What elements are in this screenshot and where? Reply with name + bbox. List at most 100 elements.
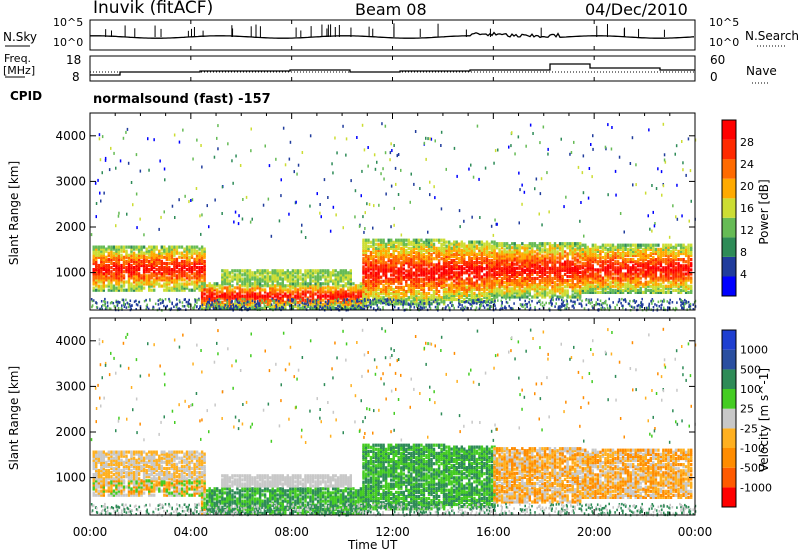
power-cell bbox=[150, 251, 153, 255]
power-cell bbox=[185, 268, 189, 272]
power-cell bbox=[543, 291, 547, 295]
power-cell bbox=[493, 260, 496, 264]
power-cell bbox=[173, 253, 176, 257]
power-cell bbox=[173, 266, 176, 270]
power-cell bbox=[286, 284, 289, 288]
power-cell bbox=[599, 253, 602, 258]
power-cell bbox=[448, 267, 451, 271]
power-cell bbox=[155, 282, 158, 286]
power-cell bbox=[200, 249, 204, 253]
power-cell bbox=[450, 258, 453, 263]
power-cell bbox=[117, 253, 121, 257]
power-cell bbox=[251, 302, 254, 306]
power-cell bbox=[427, 296, 431, 300]
power-cell bbox=[238, 271, 242, 275]
power-cell bbox=[170, 288, 174, 292]
power-cell bbox=[556, 274, 559, 279]
power-cell bbox=[495, 264, 499, 268]
power-cell bbox=[621, 274, 625, 278]
power-cell bbox=[637, 243, 640, 247]
power-cell bbox=[261, 277, 264, 281]
power-cell bbox=[223, 275, 226, 279]
power-cell bbox=[337, 286, 340, 290]
power-cell bbox=[281, 296, 284, 300]
power-cell bbox=[342, 306, 345, 310]
power-cell bbox=[599, 251, 602, 256]
power-cell bbox=[415, 238, 418, 242]
power-cell bbox=[311, 302, 315, 306]
power-cell bbox=[448, 289, 451, 293]
power-cell bbox=[425, 300, 428, 304]
power-cell bbox=[523, 258, 526, 262]
nave-tick-top: 60 bbox=[710, 53, 726, 67]
power-cell bbox=[684, 276, 688, 280]
power-cell bbox=[430, 294, 433, 298]
power-cell bbox=[372, 240, 375, 244]
power-cell bbox=[137, 274, 141, 278]
power-cell bbox=[245, 301, 247, 305]
power-cell bbox=[604, 251, 607, 256]
power-cell bbox=[271, 275, 274, 279]
power-cell bbox=[596, 247, 600, 251]
power-cell bbox=[672, 253, 675, 258]
power-cell bbox=[526, 274, 529, 279]
power-cell bbox=[516, 262, 519, 266]
power-cell bbox=[556, 252, 559, 256]
power-cell bbox=[609, 262, 612, 266]
power-cell bbox=[541, 270, 544, 274]
power-cell bbox=[299, 271, 302, 275]
power-cell bbox=[168, 268, 171, 272]
power-cell bbox=[344, 294, 347, 298]
power-cell bbox=[115, 261, 118, 266]
power-cell bbox=[397, 275, 400, 279]
power-cell bbox=[621, 276, 625, 280]
power-cell bbox=[364, 238, 368, 242]
power-cell bbox=[112, 286, 116, 290]
power-cell bbox=[529, 303, 532, 307]
power-cell bbox=[228, 282, 231, 286]
power-cell bbox=[387, 253, 390, 257]
power-cell bbox=[619, 266, 622, 270]
power-cell bbox=[536, 256, 539, 260]
power-cell bbox=[117, 274, 121, 278]
power-cell bbox=[390, 238, 393, 242]
power-cell bbox=[526, 256, 529, 260]
power-cell bbox=[470, 295, 473, 300]
power-cell bbox=[374, 298, 378, 302]
power-cell bbox=[647, 270, 650, 274]
power-cell bbox=[543, 256, 547, 260]
power-cell bbox=[127, 276, 131, 280]
power-cell bbox=[498, 272, 501, 276]
power-cell bbox=[500, 262, 504, 266]
power-cell bbox=[654, 270, 658, 274]
power-cell bbox=[523, 254, 526, 258]
power-cell bbox=[412, 238, 416, 242]
power-cell bbox=[508, 264, 511, 268]
power-cell bbox=[420, 267, 423, 271]
power-cell bbox=[122, 276, 126, 280]
power-cell bbox=[576, 279, 579, 283]
power-cell bbox=[405, 294, 408, 298]
power-cell bbox=[379, 279, 383, 283]
power-cell bbox=[563, 279, 567, 283]
power-cell bbox=[511, 295, 514, 299]
power-cell bbox=[460, 254, 463, 258]
power-cell bbox=[130, 259, 133, 263]
power-cell bbox=[508, 244, 511, 248]
power-cell bbox=[505, 295, 509, 299]
power-cell bbox=[500, 260, 504, 264]
power-cell bbox=[362, 261, 365, 265]
power-cell bbox=[412, 277, 416, 281]
power-cell bbox=[142, 286, 146, 290]
power-cell bbox=[513, 295, 516, 299]
power-cell bbox=[616, 276, 620, 280]
power-cell bbox=[629, 280, 632, 284]
power-cell bbox=[321, 298, 325, 302]
power-cell bbox=[135, 272, 138, 276]
power-cell bbox=[198, 272, 201, 276]
power-cell bbox=[687, 243, 690, 247]
power-cell bbox=[639, 243, 642, 247]
power-cell bbox=[589, 302, 592, 305]
power-cell bbox=[316, 269, 320, 273]
power-cell bbox=[584, 282, 587, 286]
